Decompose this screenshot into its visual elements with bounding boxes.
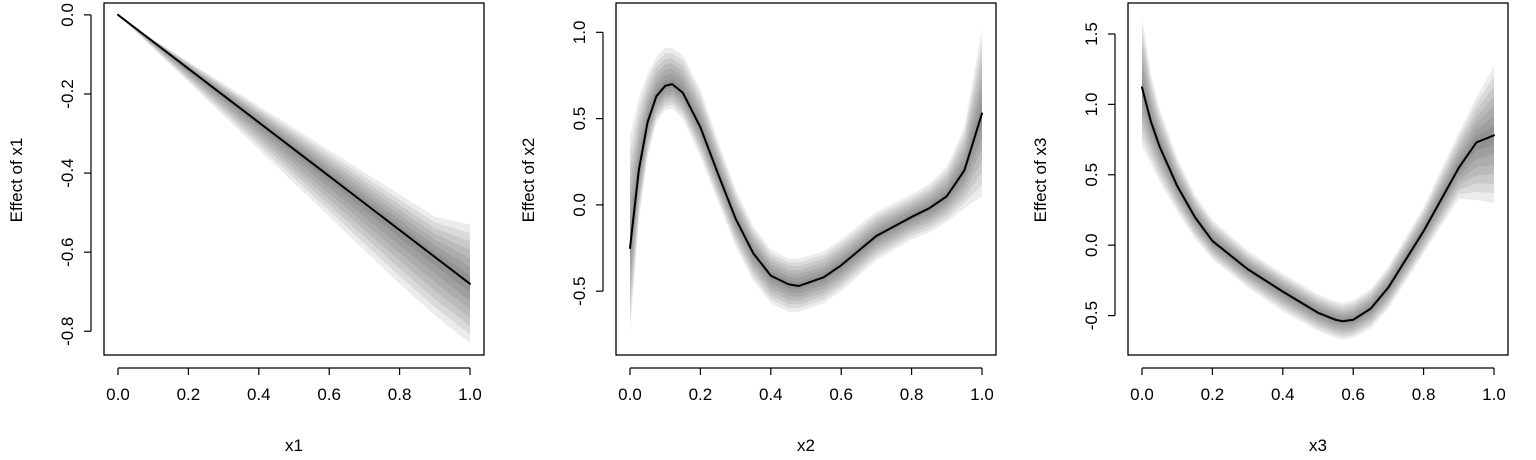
x-tick-label: 0.8 <box>1412 385 1436 404</box>
x-tick-label: 0.6 <box>317 385 341 404</box>
x-tick-label: 1.0 <box>1482 385 1506 404</box>
credible-band-layer <box>118 14 470 318</box>
y-axis-label: Effect of x3 <box>1031 138 1050 223</box>
y-tick-label: -0.5 <box>570 277 589 306</box>
panel-x1: x1 Effect of x1 0.0 0.2 0.4 0.6 0.8 1.0 0.0 -0.… <box>7 2 485 455</box>
x-tick-label: 0.4 <box>247 385 271 404</box>
credible-band-layer <box>630 53 982 309</box>
x-tick-label: 0.6 <box>1341 385 1365 404</box>
credible-band-layer <box>630 40 982 321</box>
plot-frame <box>1127 2 1509 356</box>
credible-band-layer <box>118 14 470 327</box>
y-tick-label: 1.0 <box>1082 93 1101 117</box>
x-axis-label: x3 <box>1309 436 1327 455</box>
panel-x2: x2 Effect of x2 0.0 0.2 0.4 0.6 0.8 1.0 -0.5 0.… <box>519 2 997 455</box>
credible-band-layer <box>118 14 470 344</box>
x-axis-label: x2 <box>797 436 815 455</box>
effect-curve <box>117 13 471 285</box>
y-tick-label: -0.6 <box>58 238 77 267</box>
credible-band-layer <box>1142 67 1494 327</box>
credible-band-layer <box>118 14 470 293</box>
credible-band-layer <box>1142 77 1494 324</box>
y-axis-label: Effect of x2 <box>519 138 538 223</box>
y-tick-label: 0.5 <box>570 107 589 131</box>
x-tick-label: 0.0 <box>1130 385 1154 404</box>
y-tick-label: -0.5 <box>1082 301 1101 330</box>
y-tick-label: -0.8 <box>58 317 77 346</box>
x-tick-label: 0.4 <box>759 385 783 404</box>
credible-band-layer <box>630 68 982 298</box>
x-tick-label: 0.0 <box>618 385 642 404</box>
credible-band-layer <box>630 28 982 333</box>
effect-curve <box>629 83 983 287</box>
x-tick-label: 0.2 <box>1201 385 1225 404</box>
credible-band-layer <box>118 14 470 301</box>
y-tick-label: 0.0 <box>1082 233 1101 257</box>
credible-band-layer <box>118 14 470 310</box>
x-tick-label: 1.0 <box>458 385 482 404</box>
plot-frame <box>103 2 485 356</box>
x-tick-label: 0.8 <box>388 385 412 404</box>
x-tick-label: 0.8 <box>900 385 924 404</box>
y-tick-label: -0.4 <box>58 158 77 187</box>
panel-x3: x3 Effect of x3 0.0 0.2 0.4 0.6 0.8 1.0 -0.5 0.… <box>1031 2 1509 455</box>
effect-curve <box>1141 86 1495 323</box>
y-tick-label: 1.5 <box>1082 22 1101 46</box>
y-tick-label: 0.5 <box>1082 163 1101 187</box>
x-tick-label: 0.2 <box>177 385 201 404</box>
y-tick-label: -0.2 <box>58 79 77 108</box>
y-tick-label: 0.0 <box>58 3 77 27</box>
x-tick-label: 0.4 <box>1271 385 1295 404</box>
credible-band-layer <box>118 14 470 335</box>
x-tick-label: 0.6 <box>829 385 853 404</box>
y-tick-label: 1.0 <box>570 21 589 45</box>
y-axis-label: Effect of x1 <box>7 138 26 223</box>
x-tick-label: 0.0 <box>106 385 130 404</box>
x-axis-label: x1 <box>285 436 303 455</box>
plot-frame <box>615 2 997 356</box>
x-tick-label: 0.2 <box>689 385 713 404</box>
x-tick-label: 1.0 <box>970 385 994 404</box>
y-tick-label: 0.0 <box>570 193 589 217</box>
